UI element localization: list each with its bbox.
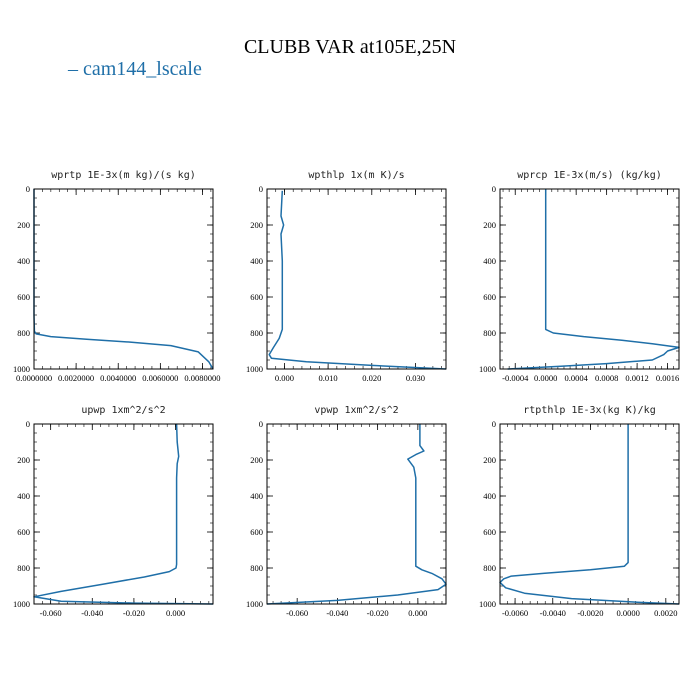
x-tick-label: -0.0040: [540, 608, 566, 618]
series-line: [33, 423, 214, 605]
y-tick-label: 0: [259, 419, 263, 429]
x-tick-label: -0.020: [367, 608, 389, 618]
y-tick-label: 1000: [246, 364, 263, 374]
x-tick-label: 0.0008: [595, 373, 618, 383]
y-tick-label: 800: [17, 563, 30, 573]
plot-frame: [499, 423, 680, 605]
y-tick-label: 200: [17, 220, 30, 230]
y-tick-label: 1000: [479, 364, 496, 374]
panel-title: wprcp 1E-3x(m/s) (kg/kg): [517, 170, 662, 181]
panel-title: vpwp 1xm^2/s^2: [314, 405, 398, 416]
series-line: [507, 189, 680, 370]
y-tick-label: 0: [492, 419, 496, 429]
panel-title: upwp 1xm^2/s^2: [81, 405, 165, 416]
panel-title: wpthlp 1x(m K)/s: [308, 170, 404, 181]
x-tick-label: 0.000: [275, 373, 294, 383]
x-tick-label: -0.0020: [577, 608, 603, 618]
x-tick-label: 0.000: [408, 608, 427, 618]
y-tick-label: 1000: [479, 599, 496, 609]
plot-frame: [33, 423, 214, 605]
panel-title: rtpthlp 1E-3x(kg K)/kg: [523, 405, 655, 416]
y-tick-label: 400: [483, 491, 496, 501]
y-tick-label: 600: [483, 527, 496, 537]
plot-frame: [266, 188, 447, 370]
series-line: [266, 424, 447, 605]
chart-panel-1: wprtp 1E-3x(m kg)/(s kg) 0 200 400 600 800 100…: [13, 170, 221, 383]
y-tick-label: 800: [483, 563, 496, 573]
y-tick-label: 600: [483, 292, 496, 302]
y-tick-label: 400: [17, 256, 30, 266]
plot-frame: [499, 188, 680, 370]
x-tick-label: 0.010: [319, 373, 338, 383]
x-tick-label: -0.060: [40, 608, 62, 618]
y-tick-label: 800: [250, 328, 263, 338]
y-tick-label: 400: [17, 491, 30, 501]
x-tick-label: -0.040: [81, 608, 103, 618]
y-tick-label: 200: [250, 220, 263, 230]
y-tick-label: 1000: [246, 599, 263, 609]
y-tick-label: 600: [17, 527, 30, 537]
y-tick-label: 400: [250, 491, 263, 501]
x-tick-label: 0.0040000: [100, 373, 136, 383]
figure-title: CLUBB VAR at105E,25N: [243, 36, 457, 58]
legend-line-icon: –: [68, 58, 78, 80]
legend-label: cam144_lscale: [83, 58, 202, 80]
plot-frame: [33, 188, 214, 370]
y-tick-label: 200: [250, 455, 263, 465]
plot-frame: [266, 423, 447, 605]
x-tick-label: 0.0016: [656, 373, 679, 383]
series-line: [268, 190, 447, 370]
chart-panel-4: upwp 1xm^2/s^2 0 200 400 600 800 1000 -0.060 -0.…: [13, 405, 214, 618]
x-tick-label: 0.0004: [564, 373, 588, 383]
legend: – cam144_lscale: [68, 58, 202, 81]
x-tick-label: -0.0004: [502, 373, 529, 383]
y-tick-label: 200: [483, 455, 496, 465]
x-tick-label: 0.0020: [654, 608, 677, 618]
chart-panel-2: wpthlp 1x(m K)/s 0 200 400 600 800 1000 0.000 0.…: [246, 170, 447, 383]
y-tick-label: 1000: [13, 364, 30, 374]
y-tick-label: 1000: [13, 599, 30, 609]
x-tick-label: 0.0020000: [58, 373, 94, 383]
chart-panel-5: vpwp 1xm^2/s^2 0 200 400 600 800 1000 -0.060 -0.…: [246, 405, 447, 618]
y-tick-label: 200: [17, 455, 30, 465]
x-tick-label: -0.020: [123, 608, 145, 618]
y-tick-label: 200: [483, 220, 496, 230]
x-tick-label: 0.0000000: [16, 373, 52, 383]
y-tick-label: 600: [250, 527, 263, 537]
x-tick-label: -0.040: [326, 608, 348, 618]
y-tick-label: 0: [26, 419, 30, 429]
series-line: [33, 189, 214, 370]
series-line: [499, 424, 680, 605]
y-tick-label: 800: [250, 563, 263, 573]
chart-panel-6: rtpthlp 1E-3x(kg K)/kg02004006008001000-…: [479, 405, 680, 618]
x-tick-label: 0.020: [362, 373, 381, 383]
x-tick-label: -0.0060: [502, 608, 528, 618]
y-tick-label: 800: [17, 328, 30, 338]
x-tick-label: 0.0012: [625, 373, 648, 383]
y-tick-label: 600: [250, 292, 263, 302]
y-tick-label: 0: [259, 184, 263, 194]
y-tick-label: 0: [492, 184, 496, 194]
y-tick-label: 400: [250, 256, 263, 266]
x-tick-label: 0.0080000: [184, 373, 220, 383]
x-tick-label: 0.000: [166, 608, 185, 618]
y-tick-label: 0: [26, 184, 30, 194]
x-tick-label: -0.060: [286, 608, 308, 618]
x-tick-label: 0.0000: [616, 608, 639, 618]
y-tick-label: 800: [483, 328, 496, 338]
y-tick-label: 600: [17, 292, 30, 302]
y-tick-label: 400: [483, 256, 496, 266]
chart-panel-3: wprcp 1E-3x(m/s) (kg/kg) 0 200 400 600 800 100…: [479, 170, 680, 383]
x-tick-label: 0.030: [406, 373, 425, 383]
panel-title: wprtp 1E-3x(m kg)/(s kg): [51, 170, 196, 181]
x-tick-label: 0.0060000: [142, 373, 178, 383]
x-tick-label: 0.0000: [534, 373, 557, 383]
